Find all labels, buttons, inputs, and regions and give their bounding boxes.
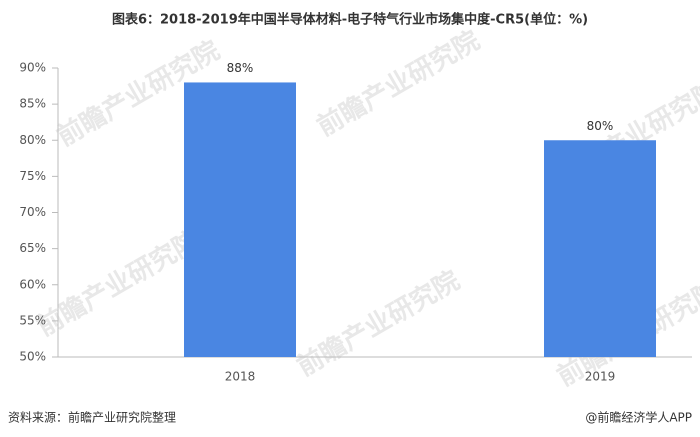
x-tick-label: 2019 [585,370,616,384]
y-tick-label: 80% [19,133,46,147]
y-tick-label: 70% [19,205,46,219]
y-tick-label: 85% [19,97,46,111]
source: 资料来源：前瞻产业研究院整理 [8,410,176,425]
value-label: 80% [587,119,614,133]
footer: @前瞻经济学人APP [585,410,692,425]
chart-title: 图表6：2018-2019年中国半导体材料-电子特气行业市场集中度-CR5(单位… [112,12,588,28]
y-tick-label: 55% [19,313,46,327]
x-tick-label: 2018 [225,370,256,384]
y-tick-label: 65% [19,241,46,255]
y-tick-label: 50% [19,350,46,364]
y-tick-label: 75% [19,169,46,183]
bar [184,82,296,357]
bar [544,140,656,357]
watermark: 前瞻产业研究院 [312,25,485,143]
y-tick-label: 90% [19,61,46,75]
watermark: 前瞻产业研究院 [292,265,465,383]
y-tick-label: 60% [19,277,46,291]
value-label: 88% [227,61,254,75]
